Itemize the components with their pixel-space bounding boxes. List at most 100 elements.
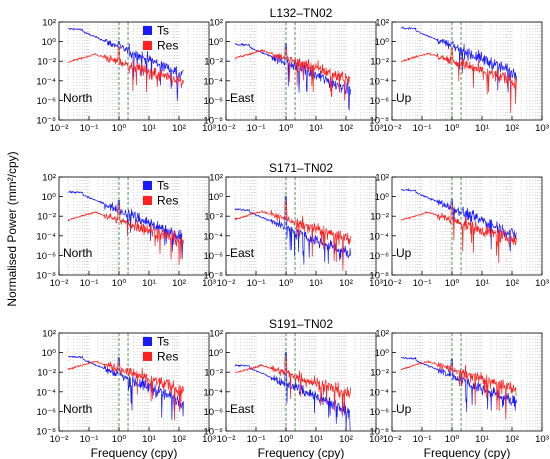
legend-label-res: Res xyxy=(157,194,178,208)
spectrum-panel-north: 10⁻² 10⁻¹ 10⁰ 10¹ 10² 10³ 10⁻⁸ 10⁻⁶ 10⁻⁴ 10⁻² 10⁰ 1… xyxy=(36,329,216,459)
y-tick-label: 10⁻⁴ xyxy=(36,76,56,87)
x-tick-label: 10² xyxy=(339,434,353,445)
series-line-ts xyxy=(67,355,184,420)
panel-frame xyxy=(58,176,210,276)
component-label: East xyxy=(230,246,255,260)
panel-frame xyxy=(58,332,210,432)
y-tick-label: 10⁻⁶ xyxy=(37,407,57,418)
x-axis-label: Frequency (cpy) xyxy=(258,446,345,459)
y-tick-label: 10⁻² xyxy=(370,368,389,379)
station-title: S171–TN02 xyxy=(269,161,333,175)
series-line-ts xyxy=(67,27,184,101)
y-tick-label: 10² xyxy=(42,18,56,29)
y-tick-label: 10⁻⁸ xyxy=(203,116,223,127)
x-tick-label: 10⁻¹ xyxy=(80,278,99,289)
series-line-ts xyxy=(234,352,351,431)
y-tick-label: 10² xyxy=(209,329,223,340)
panel-frame xyxy=(391,21,543,121)
x-tick-label: 10¹ xyxy=(142,434,156,445)
x-tick-label: 10² xyxy=(172,278,186,289)
x-tick-label: 10¹ xyxy=(475,278,489,289)
y-tick-label: 10⁰ xyxy=(375,348,390,359)
component-label: Up xyxy=(396,402,412,416)
x-axis-label: Frequency (cpy) xyxy=(424,446,511,459)
y-tick-label: 10⁻² xyxy=(37,368,56,379)
x-tick-label: 10⁰ xyxy=(279,434,294,445)
legend-swatch-res xyxy=(143,352,152,361)
y-tick-label: 10⁻⁴ xyxy=(203,76,223,87)
x-tick-label: 10¹ xyxy=(309,278,323,289)
x-tick-label: 10⁻¹ xyxy=(413,123,432,134)
x-tick-label: 10⁻¹ xyxy=(247,278,266,289)
y-tick-label: 10⁻⁶ xyxy=(37,96,57,107)
y-tick-label: 10⁻⁶ xyxy=(370,407,390,418)
y-tick-label: 10⁰ xyxy=(375,37,390,48)
station-title: S191–TN02 xyxy=(269,317,333,331)
legend-swatch-ts xyxy=(143,181,152,190)
series-line-ts xyxy=(67,190,184,260)
x-tick-label: 10³ xyxy=(369,434,383,445)
spectrum-panel-up: 10⁻² 10⁻¹ 10⁰ 10¹ 10² 10³10⁻⁸10⁻⁶10⁻⁴10⁻²10⁰1… xyxy=(369,329,549,459)
y-tick-label: 10⁻⁸ xyxy=(203,271,223,282)
y-tick-label: 10⁻⁶ xyxy=(37,251,57,262)
spectrum-panel-east: 10⁻² 10⁻¹ 10⁰ 10¹ 10² 10³10⁻⁸10⁻⁶10⁻⁴10⁻²10⁰1… xyxy=(203,329,383,459)
y-tick-label: 10⁻² xyxy=(204,368,223,379)
x-tick-label: 10⁻¹ xyxy=(413,434,432,445)
y-tick-label: 10⁻⁸ xyxy=(36,116,56,127)
y-tick-label: 10² xyxy=(375,18,389,29)
x-tick-label: 10⁻² xyxy=(50,278,69,289)
station-title: L132–TN02 xyxy=(270,6,333,20)
series-line-ts xyxy=(400,188,517,252)
spectrum-panel-north: 10⁻² 10⁻¹ 10⁰ 10¹ 10² 10³ 10⁻⁸ 10⁻⁶ 10⁻⁴ 10⁻² 10⁰ 1… xyxy=(36,173,216,290)
spectrum-panel-up: 10⁻² 10⁻¹ 10⁰ 10¹ 10² 10³10⁻⁸10⁻⁶10⁻⁴10⁻²10⁰1… xyxy=(369,18,549,135)
y-tick-label: 10⁻⁴ xyxy=(203,387,223,398)
y-tick-label: 10⁻⁶ xyxy=(370,96,390,107)
x-tick-label: 10³ xyxy=(369,123,383,134)
x-tick-label: 10³ xyxy=(535,123,549,134)
y-tick-label: 10⁰ xyxy=(209,348,224,359)
x-tick-label: 10¹ xyxy=(309,123,323,134)
y-tick-label: 10⁻² xyxy=(370,57,389,68)
series-line-res xyxy=(400,360,517,420)
spectrum-panel-east: 10⁻² 10⁻¹ 10⁰ 10¹ 10² 10³10⁻⁸10⁻⁶10⁻⁴10⁻²10⁰1… xyxy=(203,18,383,135)
component-label: East xyxy=(230,402,255,416)
legend-swatch-res xyxy=(143,196,152,205)
x-tick-label: 10¹ xyxy=(475,123,489,134)
y-tick-label: 10⁻⁸ xyxy=(369,271,389,282)
x-tick-label: 10⁰ xyxy=(279,123,294,134)
series-line-res xyxy=(67,360,184,421)
x-tick-label: 10⁻¹ xyxy=(247,123,266,134)
x-axis-label: Frequency (cpy) xyxy=(91,446,178,459)
x-tick-label: 10⁻² xyxy=(383,123,402,134)
spectrum-panel-up: 10⁻² 10⁻¹ 10⁰ 10¹ 10² 10³10⁻⁸10⁻⁶10⁻⁴10⁻²10⁰1… xyxy=(369,173,549,290)
x-tick-label: 10⁻² xyxy=(383,434,402,445)
y-tick-label: 10⁻⁴ xyxy=(369,231,389,242)
panel-frame xyxy=(225,21,377,121)
x-tick-label: 10¹ xyxy=(142,123,156,134)
legend-label-res: Res xyxy=(157,39,178,53)
y-tick-label: 10⁻⁸ xyxy=(369,427,389,438)
panel-frame xyxy=(391,176,543,276)
spectrum-panel-north: 10⁻² 10⁻¹ 10⁰ 10¹ 10² 10³ 10⁻⁸ 10⁻⁶ 10⁻⁴ 10⁻² 10⁰ 1… xyxy=(36,18,216,135)
x-tick-label: 10⁻² xyxy=(50,123,69,134)
x-tick-label: 10³ xyxy=(535,434,549,445)
y-tick-label: 10⁰ xyxy=(209,192,224,203)
panel-frame xyxy=(225,176,377,276)
y-tick-label: 10⁻² xyxy=(37,57,56,68)
legend-swatch-ts xyxy=(143,337,152,346)
y-axis-label: Normalised Power (mm²/cpy) xyxy=(5,151,19,306)
series-line-res xyxy=(400,47,517,114)
legend-label-res: Res xyxy=(157,350,178,364)
x-tick-label: 10⁰ xyxy=(112,278,127,289)
component-label: North xyxy=(63,91,92,105)
x-tick-label: 10⁻¹ xyxy=(80,123,99,134)
x-tick-label: 10⁻² xyxy=(217,278,236,289)
x-tick-label: 10¹ xyxy=(475,434,489,445)
x-tick-label: 10⁻² xyxy=(383,278,402,289)
y-tick-label: 10⁻⁴ xyxy=(369,387,389,398)
x-tick-label: 10⁰ xyxy=(445,123,460,134)
y-tick-label: 10⁻² xyxy=(204,57,223,68)
y-tick-label: 10⁰ xyxy=(42,37,57,48)
component-label: East xyxy=(230,91,255,105)
